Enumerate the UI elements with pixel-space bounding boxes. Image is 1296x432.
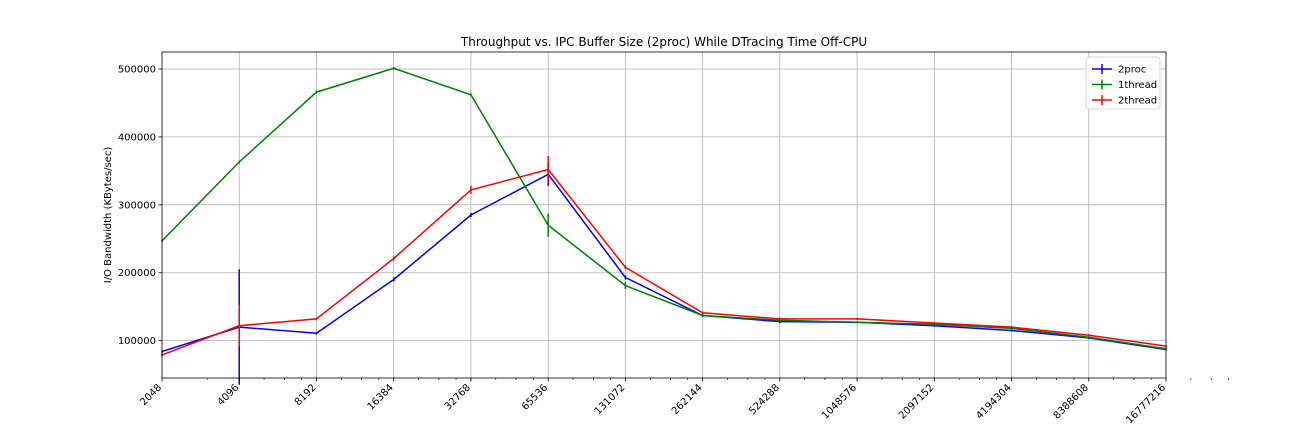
x-tick-label: 1048576 bbox=[820, 382, 859, 421]
y-axis-label: I/O Bandwidth (KBytes/sec) bbox=[103, 147, 114, 284]
legend: 2proc 1thread 2thread bbox=[1085, 56, 1161, 110]
legend-label-2thread: 2thread bbox=[1118, 96, 1157, 107]
x-tick-label: 4194304 bbox=[974, 382, 1013, 421]
x-tick-label: 32768 bbox=[443, 382, 473, 412]
x-tick-label: 262144 bbox=[670, 382, 705, 417]
x-tick-label: 4096 bbox=[216, 382, 242, 408]
series-line-2proc bbox=[161, 173, 1167, 353]
x-tick-label: 16384 bbox=[366, 382, 396, 412]
series-line-2thread bbox=[161, 168, 1167, 356]
y-tick-label: 400000 bbox=[118, 132, 156, 143]
x-tick-label: 2097152 bbox=[897, 382, 936, 421]
x-axis: 2048 4096 8192 16384 32768 65536 131072 262144 5… bbox=[138, 378, 1229, 426]
series-line-1thread bbox=[161, 67, 1167, 350]
x-tick-label: 65536 bbox=[520, 382, 550, 412]
y-tick-label: 500000 bbox=[118, 64, 156, 75]
x-tick-label: 524288 bbox=[747, 382, 782, 417]
x-tick-label: 8388608 bbox=[1052, 382, 1091, 421]
legend-label-1thread: 1thread bbox=[1118, 80, 1157, 91]
y-tick-label: 300000 bbox=[118, 200, 156, 211]
y-axis: 100000 200000 300000 400000 500000 bbox=[118, 64, 162, 347]
x-tick-label: 16777216 bbox=[1124, 382, 1168, 426]
chart-title: Throughput vs. IPC Buffer Size (2proc) W… bbox=[460, 35, 867, 49]
plot-frame bbox=[161, 51, 1167, 379]
y-tick-label: 200000 bbox=[118, 268, 156, 279]
series-lines bbox=[161, 66, 1167, 385]
legend-label-2proc: 2proc bbox=[1118, 65, 1146, 76]
x-tick-label: 2048 bbox=[138, 382, 164, 408]
grid bbox=[162, 52, 1166, 378]
legend-box bbox=[1085, 56, 1161, 110]
x-tick-label: 8192 bbox=[293, 382, 319, 408]
x-tick-label: 131072 bbox=[593, 382, 628, 417]
y-tick-label: 100000 bbox=[118, 336, 156, 347]
